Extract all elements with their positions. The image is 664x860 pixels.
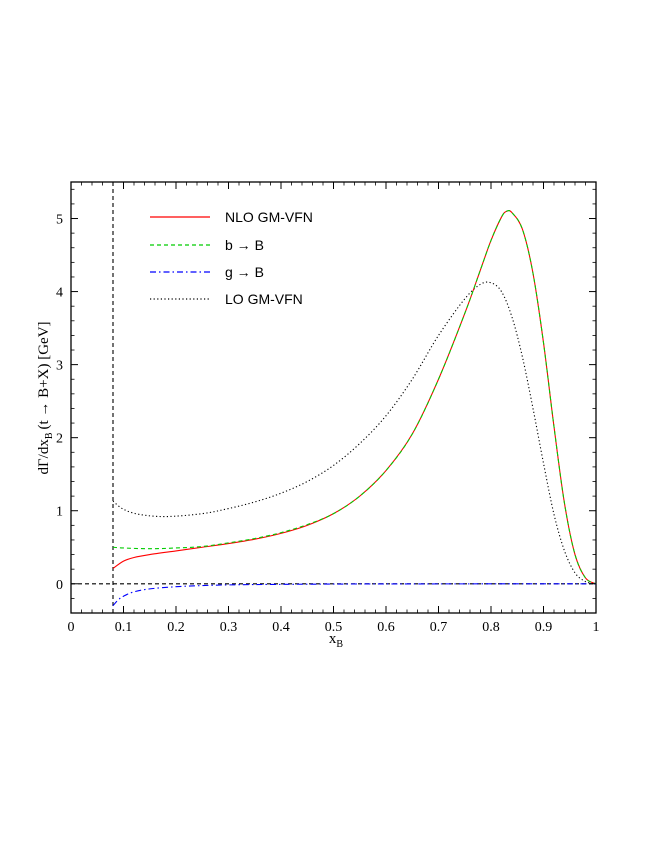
x-axis-label-sub: B xyxy=(336,639,343,650)
legend-label: NLO GM-VFN xyxy=(225,209,313,225)
y-tick-label: 2 xyxy=(56,432,63,447)
y-tick-label: 3 xyxy=(56,359,63,374)
y-axis-label-rest: (t → B+X) [GeV] xyxy=(36,321,52,429)
series-line-lo-gm-vfn xyxy=(112,281,597,585)
y-axis-label-main: dΓ/dx xyxy=(36,439,52,475)
series-line-b-b xyxy=(112,209,597,585)
y-axis-label-sub: B xyxy=(44,432,55,439)
legend-label: b → B xyxy=(225,237,264,253)
x-axis-label-main: x xyxy=(329,631,337,647)
x-tick-label: 0.8 xyxy=(482,620,500,635)
x-axis-label: xB xyxy=(329,631,344,650)
series-line-g-b xyxy=(112,583,597,607)
legend-label: LO GM-VFN xyxy=(225,291,303,307)
y-tick-label: 5 xyxy=(56,213,63,228)
y-axis-label: dΓ/dxB (t → B+X) [GeV] xyxy=(36,321,55,474)
y-tick-label: 0 xyxy=(56,578,63,593)
x-tick-label: 0.1 xyxy=(115,620,133,635)
x-tick-label: 1 xyxy=(593,620,600,635)
x-tick-label: 0.9 xyxy=(535,620,553,635)
y-tick-label: 4 xyxy=(56,286,63,301)
x-tick-label: 0 xyxy=(68,620,75,635)
series-layer xyxy=(112,209,597,607)
x-tick-label: 0.3 xyxy=(220,620,238,635)
series-line-nlo-gm-vfn xyxy=(112,209,597,585)
legend: NLO GM-VFN b → B g → B LO GM-VFN xyxy=(150,209,313,307)
x-tick-label: 0.2 xyxy=(167,620,185,635)
x-tick-label: 0.7 xyxy=(430,620,448,635)
x-tick-label: 0.5 xyxy=(325,620,343,635)
y-tick-label: 1 xyxy=(56,505,63,520)
ticks-layer: 0 0.1 0.2 0.3 0.4 0.5 0.6 0.7 0.8 0.9 1 0 1 2 3 4 5 xyxy=(56,182,600,635)
legend-label: g → B xyxy=(225,264,264,280)
x-tick-label: 0.6 xyxy=(377,620,395,635)
x-tick-label: 0.4 xyxy=(272,620,290,635)
